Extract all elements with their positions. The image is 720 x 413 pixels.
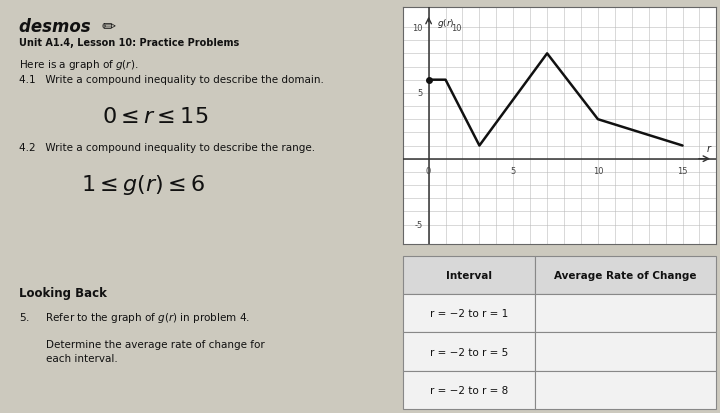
Text: desmos  ✏: desmos ✏ xyxy=(19,18,116,36)
Text: r = −2 to r = 1: r = −2 to r = 1 xyxy=(430,309,508,318)
Text: 0: 0 xyxy=(426,166,431,176)
Text: 15: 15 xyxy=(678,166,688,176)
Text: 5: 5 xyxy=(418,89,423,98)
Bar xyxy=(403,371,535,409)
Text: 10: 10 xyxy=(451,24,461,33)
Text: 4.1   Write a compound inequality to describe the domain.: 4.1 Write a compound inequality to descr… xyxy=(19,74,324,84)
Text: 10: 10 xyxy=(593,166,603,176)
Bar xyxy=(535,371,716,409)
Text: Average Rate of Change: Average Rate of Change xyxy=(554,271,697,280)
Bar xyxy=(535,332,716,371)
Text: Here is a graph of $g(r)$.: Here is a graph of $g(r)$. xyxy=(19,58,138,72)
Bar xyxy=(535,294,716,332)
Text: 10: 10 xyxy=(412,24,423,33)
Bar xyxy=(403,294,535,332)
Bar xyxy=(535,256,716,294)
Text: r = −2 to r = 8: r = −2 to r = 8 xyxy=(430,385,508,395)
Text: Unit A1.4, Lesson 10: Practice Problems: Unit A1.4, Lesson 10: Practice Problems xyxy=(19,38,239,48)
Text: $r$: $r$ xyxy=(706,143,713,154)
Text: -5: -5 xyxy=(415,221,423,230)
Bar xyxy=(403,332,535,371)
Text: Looking Back: Looking Back xyxy=(19,287,107,300)
Text: $g(r)$: $g(r)$ xyxy=(437,17,455,31)
Text: Determine the average rate of change for
each interval.: Determine the average rate of change for… xyxy=(46,339,265,363)
Text: 5.     Refer to the graph of $g(r)$ in problem 4.: 5. Refer to the graph of $g(r)$ in probl… xyxy=(19,311,250,325)
Text: r = −2 to r = 5: r = −2 to r = 5 xyxy=(430,347,508,357)
Text: Interval: Interval xyxy=(446,271,492,280)
Text: 5: 5 xyxy=(510,166,516,176)
Text: $1 \leq g(r) \leq 6$: $1 \leq g(r) \leq 6$ xyxy=(81,173,205,197)
Bar xyxy=(403,256,535,294)
Text: $0 \leq r \leq 15$: $0 \leq r \leq 15$ xyxy=(102,107,208,126)
Text: 4.2   Write a compound inequality to describe the range.: 4.2 Write a compound inequality to descr… xyxy=(19,142,315,152)
